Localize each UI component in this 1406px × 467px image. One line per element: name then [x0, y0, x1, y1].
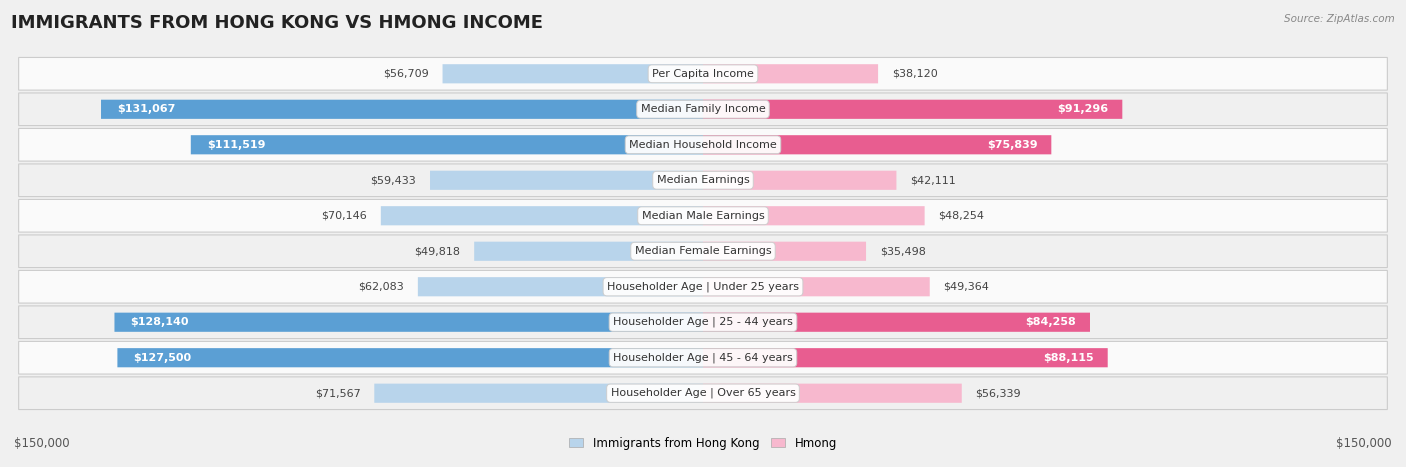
Text: Per Capita Income: Per Capita Income	[652, 69, 754, 79]
Text: $56,339: $56,339	[976, 388, 1021, 398]
FancyBboxPatch shape	[114, 312, 703, 332]
Text: Householder Age | Under 25 years: Householder Age | Under 25 years	[607, 282, 799, 292]
FancyBboxPatch shape	[18, 93, 1388, 126]
FancyBboxPatch shape	[18, 199, 1388, 232]
FancyBboxPatch shape	[430, 170, 703, 190]
FancyBboxPatch shape	[703, 348, 1108, 368]
Text: $128,140: $128,140	[131, 317, 188, 327]
FancyBboxPatch shape	[18, 235, 1388, 268]
FancyBboxPatch shape	[703, 135, 1052, 155]
FancyBboxPatch shape	[418, 277, 703, 297]
Text: $150,000: $150,000	[14, 437, 70, 450]
FancyBboxPatch shape	[18, 164, 1388, 197]
Text: $70,146: $70,146	[322, 211, 367, 221]
Text: Median Female Earnings: Median Female Earnings	[634, 246, 772, 256]
Text: $131,067: $131,067	[117, 104, 176, 114]
FancyBboxPatch shape	[703, 312, 1090, 332]
FancyBboxPatch shape	[703, 241, 866, 261]
Text: $48,254: $48,254	[938, 211, 984, 221]
FancyBboxPatch shape	[18, 57, 1388, 90]
Text: $88,115: $88,115	[1043, 353, 1094, 363]
Text: $49,818: $49,818	[415, 246, 460, 256]
Text: Source: ZipAtlas.com: Source: ZipAtlas.com	[1284, 14, 1395, 24]
FancyBboxPatch shape	[703, 170, 897, 190]
Text: $111,519: $111,519	[207, 140, 266, 150]
Text: $49,364: $49,364	[943, 282, 990, 292]
Text: Median Male Earnings: Median Male Earnings	[641, 211, 765, 221]
Text: $56,709: $56,709	[382, 69, 429, 79]
Text: $75,839: $75,839	[987, 140, 1038, 150]
Text: Householder Age | Over 65 years: Householder Age | Over 65 years	[610, 388, 796, 398]
FancyBboxPatch shape	[18, 377, 1388, 410]
Text: $71,567: $71,567	[315, 388, 360, 398]
Text: Median Family Income: Median Family Income	[641, 104, 765, 114]
FancyBboxPatch shape	[703, 206, 925, 226]
FancyBboxPatch shape	[381, 206, 703, 226]
Text: $84,258: $84,258	[1025, 317, 1076, 327]
Text: $62,083: $62,083	[359, 282, 404, 292]
Text: $91,296: $91,296	[1057, 104, 1108, 114]
Text: $127,500: $127,500	[134, 353, 191, 363]
Text: Householder Age | 45 - 64 years: Householder Age | 45 - 64 years	[613, 353, 793, 363]
FancyBboxPatch shape	[18, 270, 1388, 303]
Text: Median Household Income: Median Household Income	[628, 140, 778, 150]
FancyBboxPatch shape	[474, 241, 703, 261]
Legend: Immigrants from Hong Kong, Hmong: Immigrants from Hong Kong, Hmong	[564, 432, 842, 455]
FancyBboxPatch shape	[703, 64, 879, 84]
FancyBboxPatch shape	[191, 135, 703, 155]
Text: $42,111: $42,111	[910, 175, 956, 185]
FancyBboxPatch shape	[101, 99, 703, 119]
FancyBboxPatch shape	[703, 99, 1122, 119]
FancyBboxPatch shape	[18, 341, 1388, 374]
FancyBboxPatch shape	[117, 348, 703, 368]
FancyBboxPatch shape	[18, 128, 1388, 161]
Text: Median Earnings: Median Earnings	[657, 175, 749, 185]
FancyBboxPatch shape	[443, 64, 703, 84]
Text: IMMIGRANTS FROM HONG KONG VS HMONG INCOME: IMMIGRANTS FROM HONG KONG VS HMONG INCOM…	[11, 14, 543, 32]
FancyBboxPatch shape	[374, 383, 703, 403]
Text: $150,000: $150,000	[1336, 437, 1392, 450]
FancyBboxPatch shape	[703, 277, 929, 297]
Text: $35,498: $35,498	[880, 246, 925, 256]
FancyBboxPatch shape	[18, 306, 1388, 339]
Text: $38,120: $38,120	[891, 69, 938, 79]
FancyBboxPatch shape	[703, 383, 962, 403]
Text: $59,433: $59,433	[371, 175, 416, 185]
Text: Householder Age | 25 - 44 years: Householder Age | 25 - 44 years	[613, 317, 793, 327]
